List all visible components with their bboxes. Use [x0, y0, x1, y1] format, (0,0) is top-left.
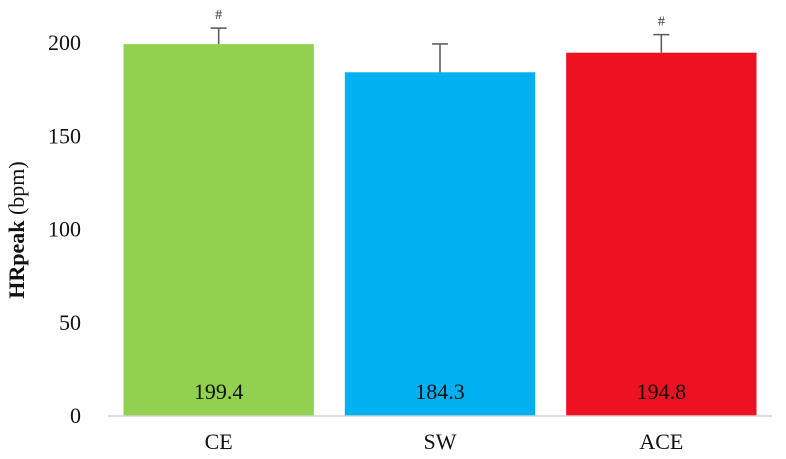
- significance-marker: #: [658, 15, 665, 30]
- y-axis-label-bold: HRpeak: [4, 220, 29, 299]
- bars: [123, 44, 757, 417]
- data-label: 194.8: [637, 379, 687, 404]
- y-axis-title: HRpeak (bpm): [4, 161, 29, 299]
- x-category-label: CE: [205, 429, 233, 454]
- y-tick-label: 200: [48, 30, 81, 55]
- y-tick-label: 50: [59, 310, 81, 335]
- y-tick-label: 150: [48, 123, 81, 148]
- data-label: 199.4: [194, 379, 244, 404]
- x-category-label: ACE: [639, 429, 683, 454]
- bar-sw: [344, 72, 536, 416]
- x-category-label: SW: [424, 429, 457, 454]
- error-bars: [210, 27, 670, 73]
- y-axis-ticks: 0 50 100 150 200: [48, 30, 81, 428]
- x-axis-categories: CE SW ACE: [205, 429, 684, 454]
- y-tick-label: 100: [48, 217, 81, 242]
- y-axis-label-unit: (bpm): [4, 161, 29, 220]
- y-tick-label: 0: [70, 403, 81, 428]
- bar-labels: #199.4 184.3 #194.8: [194, 8, 686, 404]
- bar-ace: [566, 52, 757, 416]
- y-axis-label: HRpeak (bpm): [4, 161, 29, 299]
- significance-marker: #: [215, 8, 222, 23]
- data-label: 184.3: [415, 379, 465, 404]
- bar-ce: [123, 44, 314, 417]
